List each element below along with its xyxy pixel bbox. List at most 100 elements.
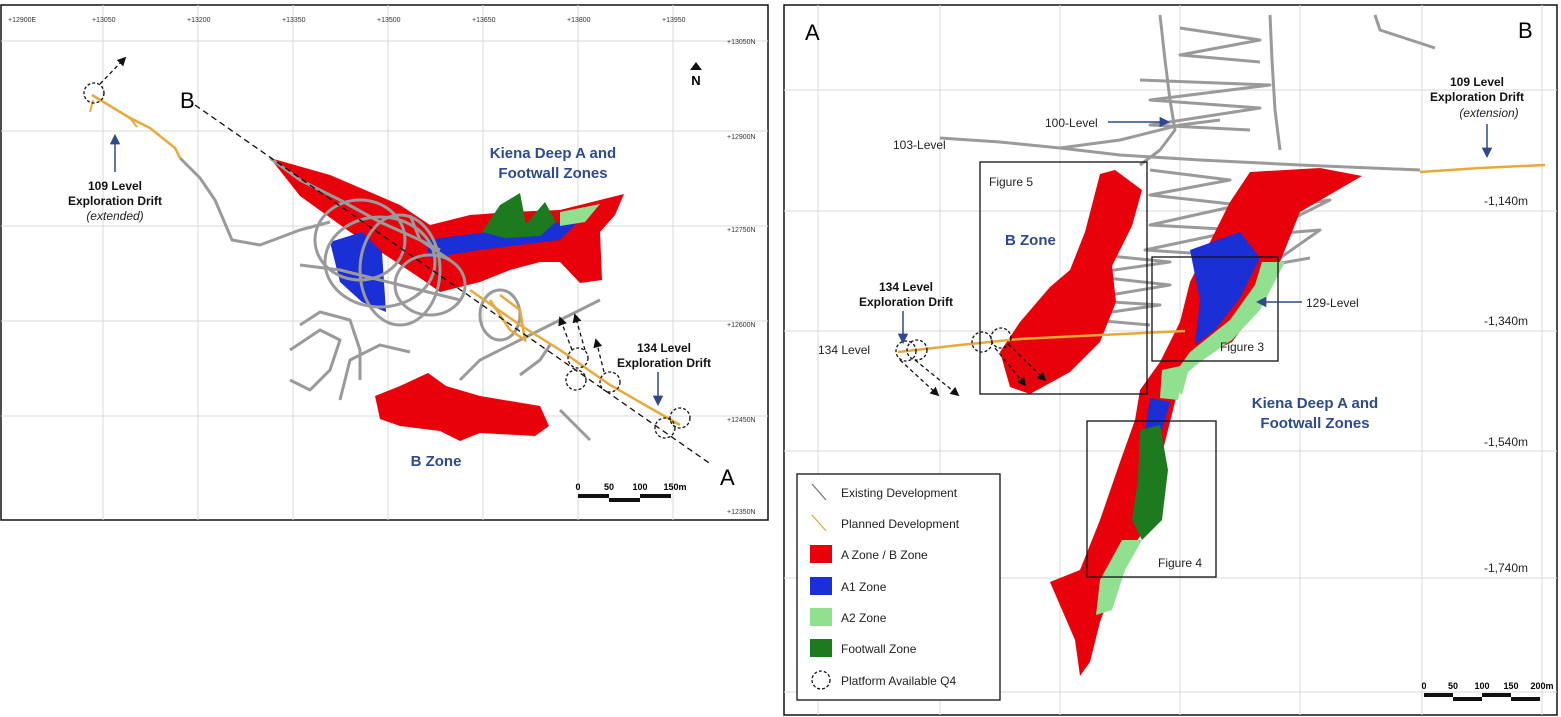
platforms-item [1007,343,1047,382]
label: Footwall Zones [1260,415,1369,432]
ore-zones [270,158,624,441]
label: Exploration Drift [617,356,711,370]
existing-development-item [358,213,442,327]
label: +13800 [567,17,591,24]
label: A Zone / B Zone [841,548,928,562]
ore-zones-item [1170,262,1285,395]
label: -1,140m [1484,194,1528,208]
existing-development-item [323,215,437,309]
label: 0 [1421,681,1426,691]
existing-development-item [1139,14,1177,167]
platforms-item [914,359,960,397]
figure-box [979,161,1148,395]
platforms-item [906,339,928,361]
label: +13050 [92,17,116,24]
existing-development-item [178,156,331,247]
existing-development-item [393,253,467,317]
label: -1,340m [1484,314,1528,328]
planned-development-item [89,99,94,113]
scale-bar: 0 50 100 150m [575,482,687,502]
legend-item [811,483,827,501]
planned-development-item [1419,163,1546,174]
existing-development-item [1373,14,1436,50]
section-line [194,104,713,466]
label: Figure 4 [1158,556,1202,570]
scale-bar-item [609,498,640,502]
platforms-item [83,82,105,104]
legend-item [811,670,831,690]
label: -1,540m [1484,435,1528,449]
label: 50 [604,482,614,492]
section-view: A B 100-Level 103-Level 109 Level Explor… [783,4,1558,716]
scale-bar-item [1482,693,1511,697]
label: 200m [1530,681,1553,691]
label: 129-Level [1306,296,1359,310]
north-arrow-item [690,62,702,70]
existing-development-item [1059,118,1221,150]
platforms [83,56,691,439]
label: Exploration Drift [1430,90,1524,104]
label: Footwall Zones [498,165,607,182]
platforms-item [558,316,573,351]
legend-item [810,639,832,657]
label: +13200 [187,17,211,24]
existing-development-item [1268,14,1282,151]
label: 103-Level [893,138,946,152]
scale-bar-item [1453,697,1482,701]
label: Kiena Deep A and [490,145,616,162]
label: 109 Level [1450,75,1504,89]
label: (extended) [86,209,143,223]
ore-zones-item [375,373,549,441]
label: 100 [632,482,647,492]
ore-zones-item [482,193,556,238]
platforms-item [99,56,127,85]
planned-development-item [91,93,182,159]
figure-box [1151,256,1279,362]
ore-zones-item [1160,365,1185,400]
planned-development-item [897,329,1186,354]
label: 100 [1474,681,1489,691]
label: +13050N [727,39,756,46]
label: B Zone [411,453,462,470]
scale-bar: 0 50 100 150 200m [1421,681,1554,701]
label: +12900N [727,134,756,141]
section-end: A [720,465,735,490]
plan-view: +12900E +13050 +13200 +13350 +13500 +136… [0,4,769,521]
planned-development-item [129,117,138,128]
label: 134 Level [879,280,933,294]
ore-zones-item [330,232,386,312]
existing-development-item [289,328,342,392]
scale-bar-item [640,494,671,498]
label: 150m [663,482,686,492]
label: N [691,73,700,88]
legend-item [796,473,1001,701]
existing-development-item [1178,26,1262,64]
plan-view-item [0,4,769,521]
platforms-item [669,407,691,429]
existing-development-item [939,136,1421,172]
ore-zones-item [560,204,600,226]
scale-bar-item [1511,697,1540,701]
label: Exploration Drift [68,194,162,208]
existing-development-item [408,214,441,252]
label: Platform Available Q4 [841,674,956,688]
label: +13350 [282,17,306,24]
planned-development-item [469,288,681,427]
figure-box [1086,420,1217,578]
existing-development-item [558,408,592,442]
label: 150 [1503,681,1518,691]
label: (extension) [1459,106,1518,120]
label: 100-Level [1045,116,1098,130]
ore-zones-item [1132,425,1168,540]
label: +12450N [727,417,756,424]
label: +13500 [377,17,401,24]
platforms-item [565,369,587,391]
existing-development-item [299,310,362,380]
legend-item [810,577,832,595]
scale-bar-item [578,494,609,498]
platforms [895,327,1047,397]
label: 134 Level [637,341,691,355]
label: B Zone [1005,232,1056,249]
platforms-item [654,417,676,439]
